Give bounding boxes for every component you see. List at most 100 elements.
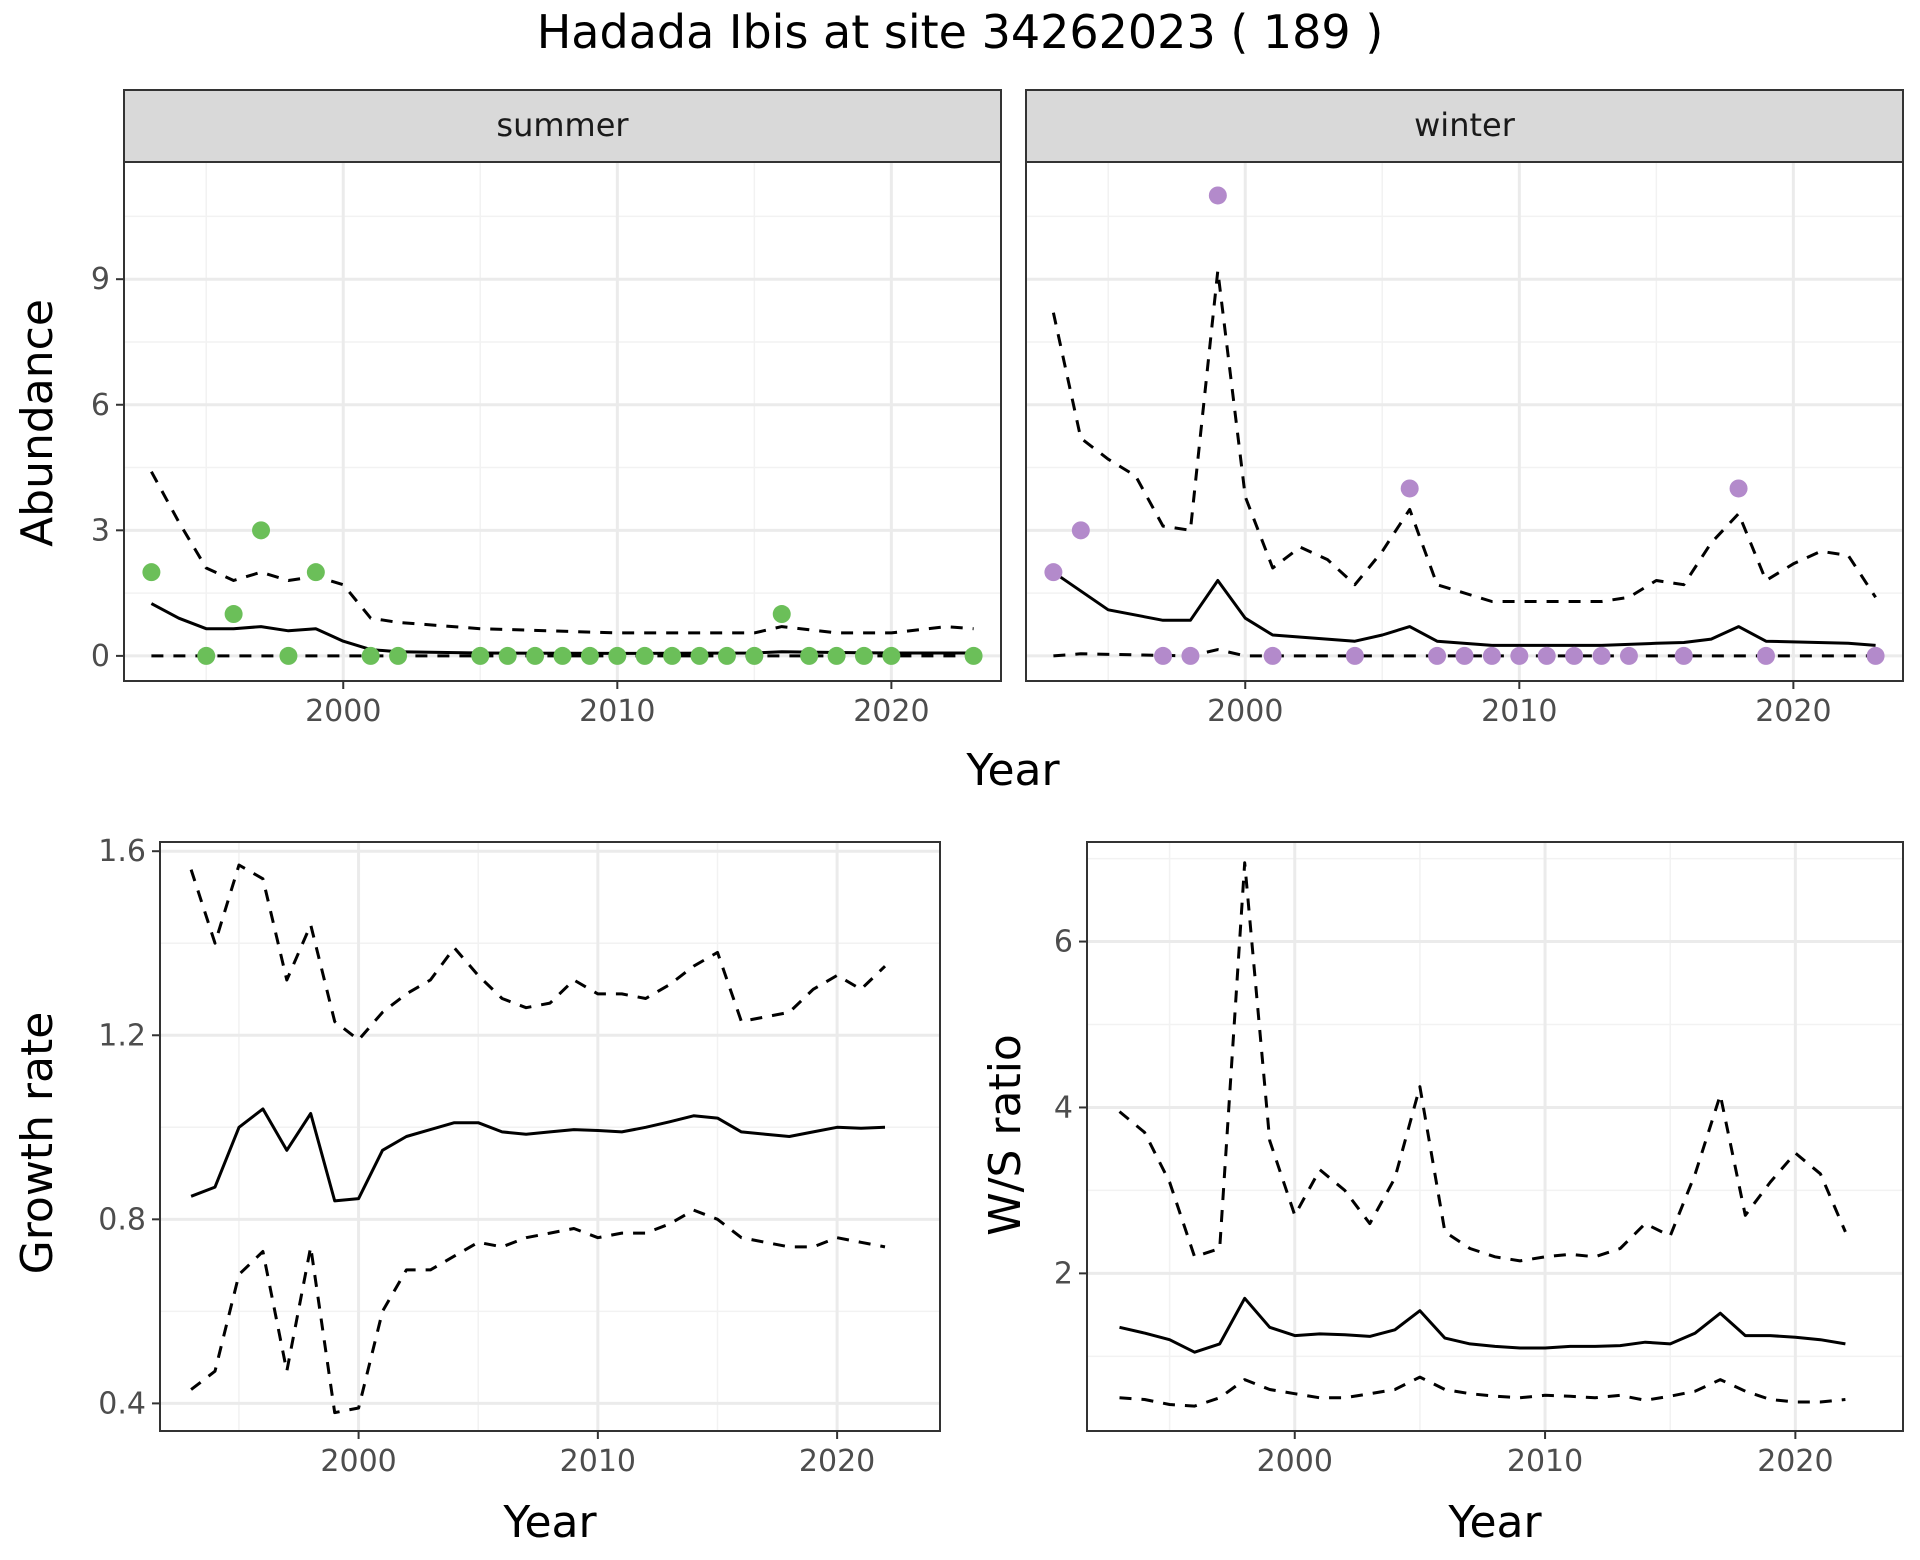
- main-title: Hadada Ibis at site 34262023 ( 189 ): [537, 5, 1384, 59]
- data-point: [1619, 646, 1638, 665]
- data-point: [361, 646, 380, 665]
- data-point: [1729, 479, 1748, 498]
- data-point: [1482, 646, 1501, 665]
- growth-y-label: Growth rate: [12, 1012, 63, 1275]
- facet-strip-label: winter: [1414, 106, 1516, 144]
- interval-line-1: [1118, 861, 1847, 1263]
- plot-background: [1087, 842, 1903, 1431]
- data-point: [1565, 646, 1584, 665]
- data-point: [279, 646, 298, 665]
- y-tick-label: 6: [1054, 925, 1073, 960]
- y-tick-label: 0.8: [98, 1202, 146, 1237]
- panel-border: [159, 841, 941, 1432]
- data-point: [1345, 646, 1364, 665]
- data-point: [745, 646, 764, 665]
- y-tick-label: 1.2: [98, 1018, 146, 1053]
- interval-line-2: [1119, 1375, 1846, 1408]
- data-point: [498, 646, 517, 665]
- data-point: [882, 646, 901, 665]
- data-point: [1537, 646, 1556, 665]
- data-point: [1400, 479, 1419, 498]
- top-x-label: Year: [965, 745, 1060, 796]
- data-point: [197, 646, 216, 665]
- data-point: [1510, 646, 1529, 665]
- ws-ratio-panel: 2000 2010 2020 2 4 6: [1054, 841, 1904, 1479]
- mean-line: [1119, 1296, 1846, 1354]
- y-tick-label: 0.4: [98, 1386, 146, 1421]
- summer-panel: 2000 2010 2020 0 3 6 9 summer: [91, 89, 1002, 729]
- mean-line: [1052, 570, 1876, 647]
- data-point: [1592, 646, 1611, 665]
- data-point: [827, 646, 846, 665]
- y-tick-label: 2: [1054, 1256, 1073, 1291]
- interval-line-1: [1051, 269, 1877, 603]
- data-point: [772, 605, 791, 624]
- x-tick-label: 2010: [579, 694, 655, 729]
- interval-line-1: [189, 863, 887, 1042]
- data-point: [1756, 646, 1775, 665]
- ws-y-label: W/S ratio: [980, 1034, 1031, 1236]
- y-tick-label: 6: [91, 388, 110, 423]
- data-point: [306, 563, 325, 582]
- x-tick-label: 2020: [1755, 694, 1831, 729]
- data-point: [608, 646, 627, 665]
- data-point: [580, 646, 599, 665]
- abundance-y-label: Abundance: [12, 299, 63, 547]
- y-tick-label: 3: [91, 513, 110, 548]
- plot-background: [124, 162, 1001, 681]
- facet-strip: [1025, 89, 1904, 163]
- x-tick-label: 2010: [1507, 1444, 1583, 1479]
- x-tick-label: 2010: [560, 1444, 636, 1479]
- growth-x-label: Year: [502, 1497, 597, 1548]
- x-tick-label: 2020: [799, 1444, 875, 1479]
- data-point: [1154, 646, 1173, 665]
- interval-line-1: [150, 470, 974, 635]
- x-tick-label: 2020: [853, 694, 929, 729]
- data-point: [1071, 521, 1090, 540]
- ws-x-label: Year: [1447, 1497, 1542, 1548]
- data-point: [663, 646, 682, 665]
- y-tick-label: 0: [91, 639, 110, 674]
- interval-line-2: [1053, 648, 1876, 658]
- data-point: [142, 563, 161, 582]
- data-point: [800, 646, 819, 665]
- data-point: [1866, 646, 1885, 665]
- data-point: [635, 646, 654, 665]
- data-point: [224, 605, 243, 624]
- x-tick-label: 2000: [305, 694, 381, 729]
- facet-strip: [123, 89, 1002, 163]
- x-tick-label: 2020: [1757, 1444, 1833, 1479]
- panel-border: [1086, 841, 1904, 1432]
- plot-background: [1026, 162, 1903, 681]
- data-point: [690, 646, 709, 665]
- data-point: [1455, 646, 1474, 665]
- facet-strip-label: summer: [496, 106, 629, 144]
- data-point: [1674, 646, 1693, 665]
- winter-panel: 2000 2010 2020 winter: [1025, 89, 1904, 729]
- data-point: [1044, 563, 1063, 582]
- plot-background: [160, 842, 940, 1431]
- data-point: [526, 646, 545, 665]
- data-point: [553, 646, 572, 665]
- growth-rate-panel: 2000 2010 2020 0.4 0.8 1.2 1.6: [98, 834, 941, 1479]
- y-tick-label: 1.6: [98, 834, 146, 869]
- x-tick-label: 2000: [1207, 694, 1283, 729]
- data-point: [717, 646, 736, 665]
- mean-line: [190, 1107, 886, 1203]
- data-point: [1181, 646, 1200, 665]
- data-point: [854, 646, 873, 665]
- data-point: [252, 521, 271, 540]
- x-tick-label: 2000: [320, 1444, 396, 1479]
- data-point: [389, 646, 408, 665]
- data-point: [1208, 186, 1227, 205]
- y-tick-label: 4: [1054, 1090, 1073, 1125]
- data-point: [471, 646, 490, 665]
- data-point: [964, 646, 983, 665]
- mean-line: [150, 602, 974, 655]
- x-tick-label: 2000: [1257, 1444, 1333, 1479]
- data-point: [1263, 646, 1282, 665]
- y-tick-label: 9: [91, 262, 110, 297]
- x-tick-label: 2010: [1481, 694, 1557, 729]
- data-point: [1428, 646, 1447, 665]
